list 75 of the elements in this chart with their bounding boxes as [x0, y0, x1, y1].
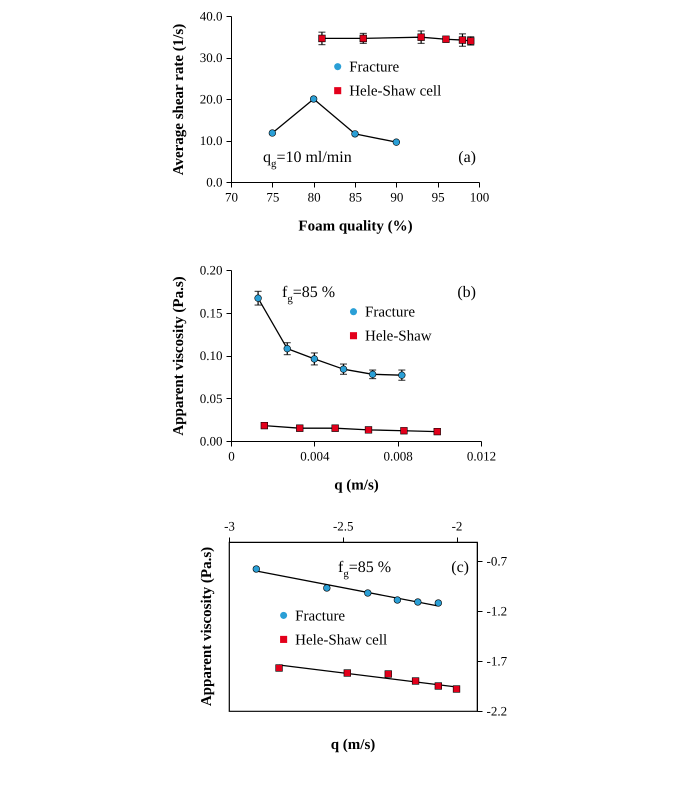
y-axis-title: Apparent viscosity (Pa.s) — [170, 276, 187, 436]
point — [417, 34, 425, 41]
point — [340, 366, 348, 373]
legend-label: Hele-Shaw cell — [349, 84, 442, 100]
y-tick-label: 0.05 — [200, 390, 222, 406]
point — [332, 424, 339, 432]
point — [318, 34, 326, 42]
point — [310, 95, 318, 103]
x-tick-label: 0.004 — [300, 448, 330, 464]
y-tick-label: 40.0 — [200, 8, 222, 24]
legend-label: Fracture — [365, 304, 416, 321]
point — [310, 355, 318, 363]
point — [296, 424, 304, 432]
y-tick-label: -1.2 — [486, 604, 508, 618]
y-tick-label: 10.0 — [200, 133, 222, 148]
x-axis-title: q (m/s) — [330, 737, 376, 753]
x-axis-title: q (m/s) — [334, 478, 379, 494]
x-tick-label: 70 — [225, 190, 238, 204]
point — [412, 677, 420, 685]
y-tick-label: -1.7 — [486, 654, 508, 668]
x-tick-label: -2.5 — [332, 518, 354, 534]
y-axis-title: Average shear rate (1/s) — [170, 24, 187, 176]
y-tick-label: 0.0 — [206, 174, 222, 190]
point — [364, 589, 372, 597]
point — [252, 565, 260, 573]
point — [275, 664, 283, 672]
y-tick-label: -2.2 — [486, 704, 508, 718]
point — [254, 294, 262, 302]
point — [400, 427, 408, 434]
x-tick-label: 75 — [266, 190, 280, 204]
y-tick-label: 0.20 — [200, 262, 222, 278]
legend-label: Hele-Shaw — [365, 328, 432, 345]
point — [398, 372, 406, 379]
x-tick-label: 0 — [228, 448, 235, 464]
x-tick-label: -2 — [452, 518, 462, 534]
annotation: (c) — [451, 559, 470, 576]
point — [434, 428, 441, 436]
legend-label: Fracture — [349, 60, 400, 76]
y-tick-label: 0.15 — [200, 305, 222, 320]
y-tick-label: 30.0 — [200, 50, 222, 65]
x-tick-label: 90 — [390, 190, 404, 204]
point — [351, 130, 359, 138]
x-tick-label: -3 — [224, 518, 235, 534]
y-tick-label: 0.00 — [200, 434, 222, 448]
point — [458, 36, 466, 44]
point — [384, 670, 392, 678]
x-tick-label: 95 — [432, 190, 445, 204]
point — [442, 36, 450, 43]
point — [284, 345, 291, 352]
point — [394, 596, 402, 604]
x-tick-label: 85 — [349, 190, 362, 204]
legend-label: Fracture — [295, 608, 346, 624]
point — [344, 669, 351, 677]
annotation: (a) — [458, 149, 476, 166]
annotation: (b) — [457, 284, 476, 301]
y-tick-label: 20.0 — [200, 92, 222, 106]
point — [260, 422, 268, 430]
y-tick-label: -0.7 — [486, 554, 508, 568]
x-tick-label: 80 — [308, 190, 321, 204]
point — [323, 584, 330, 592]
point — [414, 598, 422, 606]
y-axis-title: Apparent viscosity (Pa.s) — [199, 546, 215, 706]
point — [452, 685, 460, 693]
x-tick-label: 0.008 — [384, 448, 413, 464]
x-tick-label: 0.012 — [466, 448, 496, 464]
point — [360, 34, 367, 42]
x-tick-label: 100 — [470, 190, 490, 204]
point — [434, 599, 442, 607]
point — [364, 426, 372, 434]
x-axis-title: Foam quality (%) — [298, 218, 413, 234]
y-tick-label: 0.10 — [200, 348, 222, 363]
legend-label: Hele-Shaw cell — [295, 632, 388, 648]
point — [434, 682, 442, 690]
point — [268, 129, 276, 137]
point — [392, 138, 400, 146]
